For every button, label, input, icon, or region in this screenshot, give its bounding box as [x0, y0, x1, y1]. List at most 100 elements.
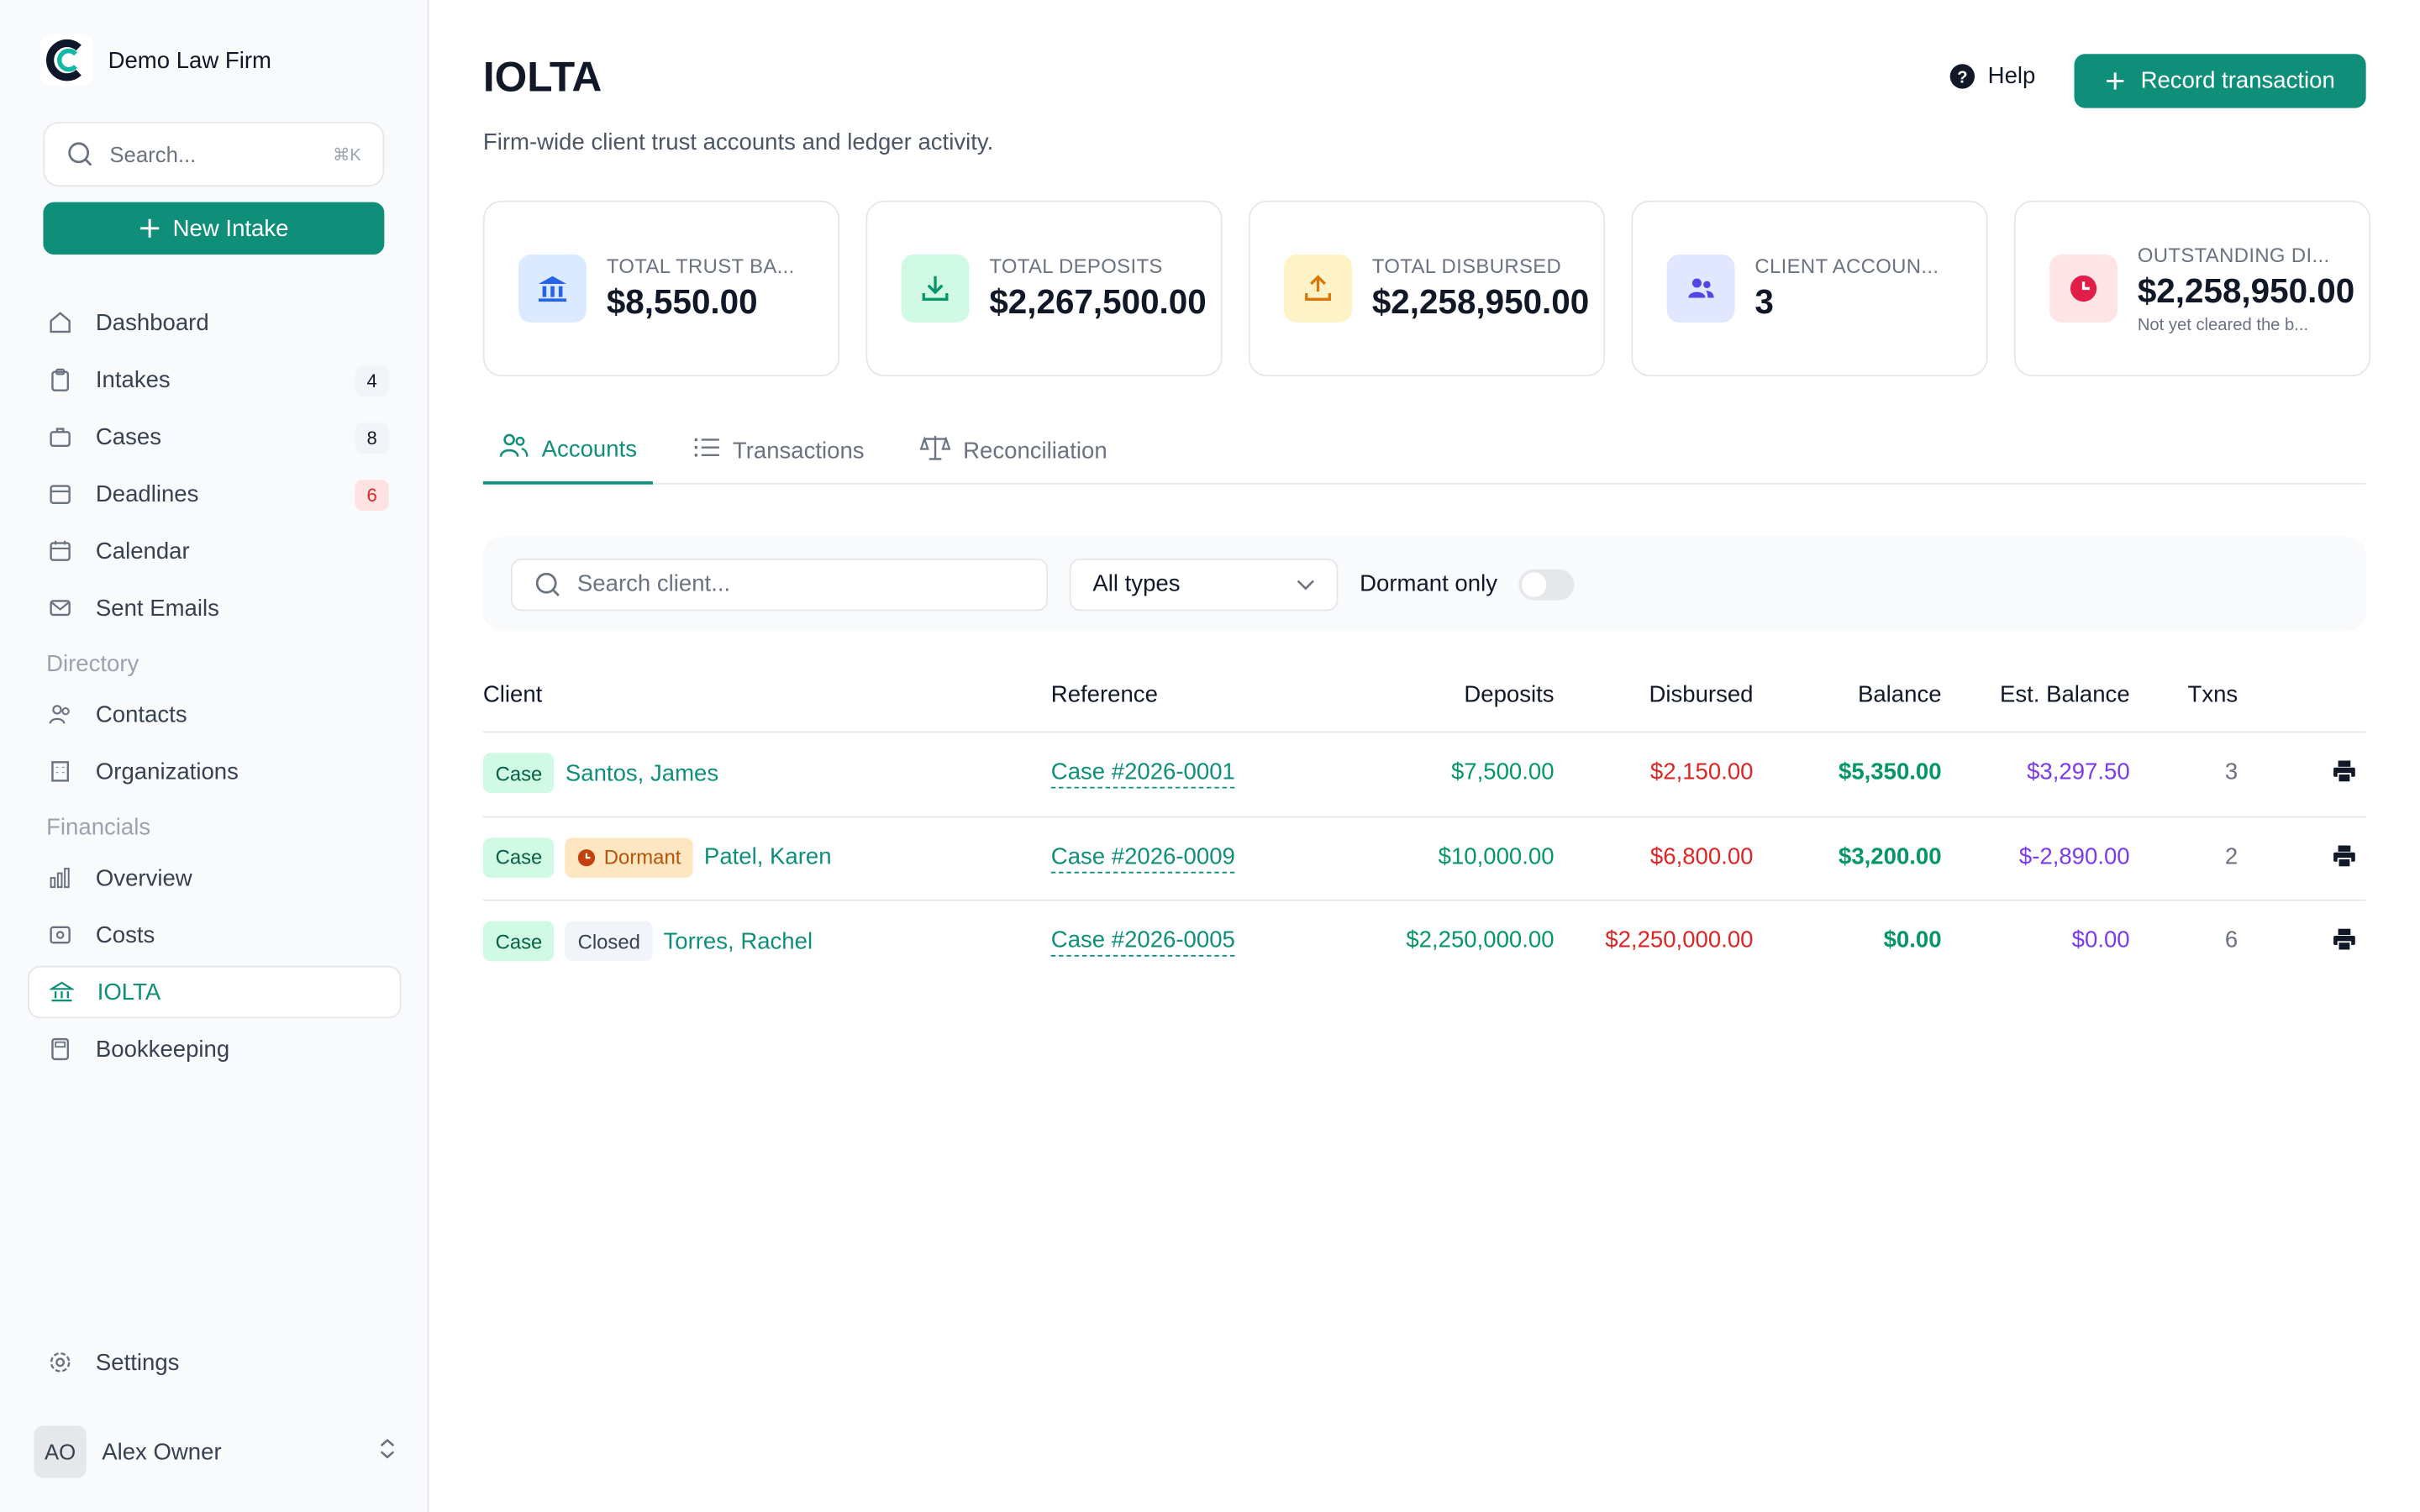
client-search-input[interactable]: Search client...: [510, 557, 1049, 611]
global-search-input[interactable]: Search... ⌘K: [43, 122, 385, 187]
clipboard-icon: [46, 365, 74, 393]
sidebar-item-settings[interactable]: Settings: [28, 1336, 401, 1389]
help-button[interactable]: ? Help: [1949, 63, 2036, 90]
client-cell: Case Dormant Patel, Karen: [482, 837, 832, 878]
stat-card-total-trust-balance: TOTAL TRUST BA... $8,550.00: [482, 200, 840, 377]
home-icon: [46, 308, 74, 336]
brand[interactable]: Demo Law Firm: [39, 34, 272, 87]
client-link[interactable]: Patel, Karen: [703, 843, 832, 870]
stat-card-total-disbursed: TOTAL DISBURSED $2,258,950.00: [1248, 200, 1606, 377]
svg-text:?: ?: [1957, 68, 1967, 87]
sidebar-item-costs[interactable]: Costs: [28, 909, 401, 961]
tab-reconciliation[interactable]: Reconciliation: [904, 417, 1123, 485]
section-label-financials: Financials: [46, 813, 151, 841]
stat-label: OUTSTANDING DI...: [2137, 243, 2330, 266]
print-icon[interactable]: [2332, 927, 2356, 958]
section-label-directory: Directory: [46, 650, 139, 677]
column-header-deposits[interactable]: Deposits: [1464, 681, 1555, 709]
client-link[interactable]: Torres, Rachel: [663, 927, 813, 954]
type-select-value: All types: [1092, 570, 1181, 597]
est-balance-value: $3,297.50: [2027, 759, 2130, 785]
table-row[interactable]: Case Santos, James Case #2026-0001 $7,50…: [482, 732, 2366, 817]
stat-label: TOTAL DEPOSITS: [989, 255, 1163, 278]
sidebar-item-calendar[interactable]: Calendar: [28, 524, 401, 576]
sidebar-item-cases[interactable]: Cases 8: [28, 411, 401, 463]
type-tag: Case: [482, 753, 555, 794]
sidebar-item-overview[interactable]: Overview: [28, 852, 401, 904]
new-intake-label: New Intake: [172, 215, 289, 242]
deposits-value: $2,250,000.00: [1406, 927, 1555, 954]
user-name: Alex Owner: [102, 1438, 222, 1465]
client-search-placeholder: Search client...: [576, 570, 731, 597]
record-transaction-button[interactable]: Record transaction: [2074, 54, 2366, 108]
sidebar-item-organizations[interactable]: Organizations: [28, 745, 401, 797]
stat-label: CLIENT ACCOUN...: [1754, 255, 1939, 278]
users-icon: [46, 701, 74, 728]
bank-icon: [48, 978, 76, 1005]
column-header-est-balance[interactable]: Est. Balance: [1999, 681, 2130, 709]
sidebar-item-label: Overview: [95, 864, 192, 891]
count-badge: 4: [355, 365, 389, 397]
sidebar-item-bookkeeping[interactable]: Bookkeeping: [28, 1023, 401, 1075]
stat-card-client-accounts: CLIENT ACCOUN... 3: [1631, 200, 1988, 377]
tab-transactions[interactable]: Transactions: [677, 417, 880, 485]
sidebar-item-label: Cases: [95, 423, 161, 450]
dormant-only-toggle[interactable]: [1518, 568, 1575, 600]
user-menu[interactable]: AO Alex Owner: [34, 1422, 397, 1481]
column-header-balance[interactable]: Balance: [1857, 681, 1942, 709]
search-icon: [535, 571, 560, 596]
tab-accounts[interactable]: Accounts: [482, 417, 653, 485]
sidebar-item-sent-emails[interactable]: Sent Emails: [28, 581, 401, 633]
sidebar-item-label: Deadlines: [95, 480, 199, 507]
sidebar-item-deadlines[interactable]: Deadlines 6: [28, 468, 401, 520]
firm-name: Demo Law Firm: [108, 47, 272, 74]
filter-bar: Search client... All types Dormant only: [482, 537, 2366, 632]
chevron-up-down-icon: [376, 1436, 398, 1468]
stat-card-total-deposits: TOTAL DEPOSITS $2,267,500.00: [865, 200, 1223, 377]
column-header-disbursed[interactable]: Disbursed: [1649, 681, 1754, 709]
reference-link[interactable]: Case #2026-0001: [1050, 759, 1235, 789]
table-header: Client Reference Deposits Disbursed Bala…: [482, 664, 2366, 733]
column-header-client[interactable]: Client: [482, 681, 543, 709]
main-content: IOLTA Firm-wide client trust accounts an…: [430, 0, 2420, 1512]
sidebar-item-label: Costs: [95, 921, 155, 948]
new-intake-button[interactable]: New Intake: [43, 202, 385, 255]
help-icon: ?: [1949, 64, 1975, 89]
column-header-reference[interactable]: Reference: [1050, 681, 1158, 709]
reference-link[interactable]: Case #2026-0005: [1050, 927, 1235, 957]
stat-value: 3: [1754, 282, 1774, 322]
clock-icon: [2049, 255, 2118, 323]
closed-tag: Closed: [565, 921, 653, 962]
sidebar-item-intakes[interactable]: Intakes 4: [28, 354, 401, 406]
print-icon[interactable]: [2332, 759, 2356, 790]
stat-value: $2,267,500.00: [989, 282, 1207, 322]
help-label: Help: [1987, 63, 2036, 90]
sidebar-item-iolta[interactable]: IOLTA: [28, 965, 402, 1019]
dormant-only-label: Dormant only: [1360, 570, 1497, 597]
upload-icon: [1284, 255, 1352, 323]
firm-logo-icon: [39, 34, 93, 87]
sidebar-item-contacts[interactable]: Contacts: [28, 688, 401, 740]
txns-value: 2: [2224, 843, 2238, 869]
sidebar-item-label: Sent Emails: [95, 595, 219, 622]
est-balance-value: $-2,890.00: [2018, 843, 2130, 869]
column-header-txns[interactable]: Txns: [2187, 681, 2238, 709]
type-tag: Case: [482, 921, 555, 962]
stat-note: Not yet cleared the b...: [2137, 315, 2309, 334]
clock-icon: [578, 848, 596, 866]
briefcase-icon: [46, 423, 74, 450]
receipt-icon: [46, 921, 74, 949]
sidebar-item-dashboard[interactable]: Dashboard: [28, 297, 401, 349]
bank-icon: [518, 255, 587, 323]
client-link[interactable]: Santos, James: [565, 759, 719, 786]
stat-label: TOTAL TRUST BA...: [606, 255, 795, 278]
gear-icon: [46, 1348, 74, 1376]
type-select[interactable]: All types: [1069, 557, 1339, 611]
table-row[interactable]: Case Dormant Patel, Karen Case #2026-000…: [482, 817, 2366, 901]
table-row[interactable]: Case Closed Torres, Rachel Case #2026-00…: [482, 901, 2366, 985]
print-icon[interactable]: [2332, 843, 2356, 874]
reference-link[interactable]: Case #2026-0009: [1050, 843, 1235, 873]
download-icon: [901, 255, 970, 323]
search-icon: [68, 142, 92, 166]
balance-value: $5,350.00: [1838, 759, 1942, 785]
